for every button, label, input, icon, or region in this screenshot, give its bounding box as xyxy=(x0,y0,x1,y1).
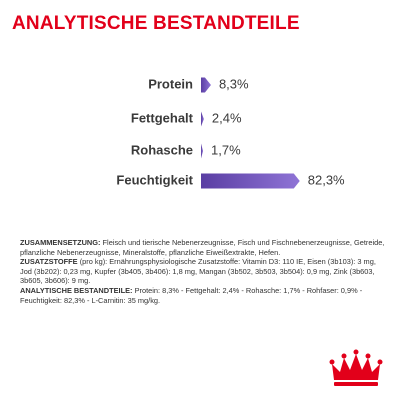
category-label: Fettgehalt xyxy=(131,110,194,125)
paragraph: ZUSAMMENSETZUNG: Fleisch und tierische N… xyxy=(20,238,385,257)
value-label: 1,7% xyxy=(211,142,241,157)
logo xyxy=(329,349,383,386)
category-label: Protein xyxy=(148,76,193,91)
paragraph-text: Fleisch und tierische Nebenerzeugnisse, … xyxy=(20,238,385,257)
chart-title: ANALYTISCHE BESTANDTEILE xyxy=(12,13,300,34)
paragraph: ZUSATZSTOFFE (pro kg): Ernährungsphysiol… xyxy=(20,257,385,286)
value-label: 8,3% xyxy=(219,76,249,91)
paragraph-heading: ZUSAMMENSETZUNG: xyxy=(20,238,101,247)
bar-group: Protein 8,3% Fettgehalt 2,4% Rohasche 1,7% Feu… xyxy=(116,76,345,189)
paragraph: ANALYTISCHE BESTANDTEILE: Protein: 8,3% … xyxy=(20,286,385,305)
paragraph-text: (pro kg): Ernährungsphysiologische Zusat… xyxy=(20,257,376,286)
bar xyxy=(201,77,211,93)
value-label: 2,4% xyxy=(212,110,242,125)
paragraph-heading: ANALYTISCHE BESTANDTEILE: xyxy=(20,285,133,295)
category-label: Rohasche xyxy=(131,142,193,157)
bar xyxy=(201,111,204,127)
bar xyxy=(201,143,204,159)
category-label: Feuchtigkeit xyxy=(116,172,193,187)
paragraph-heading: ZUSATZSTOFFE xyxy=(20,257,78,267)
composition-text: ZUSAMMENSETZUNG: Fleisch und tierische N… xyxy=(20,238,385,305)
paragraph-text: Protein: 8,3% - Fettgehalt: 2,4% - Rohas… xyxy=(20,285,363,305)
bar xyxy=(201,173,300,189)
value-label: 82,3% xyxy=(308,172,345,187)
